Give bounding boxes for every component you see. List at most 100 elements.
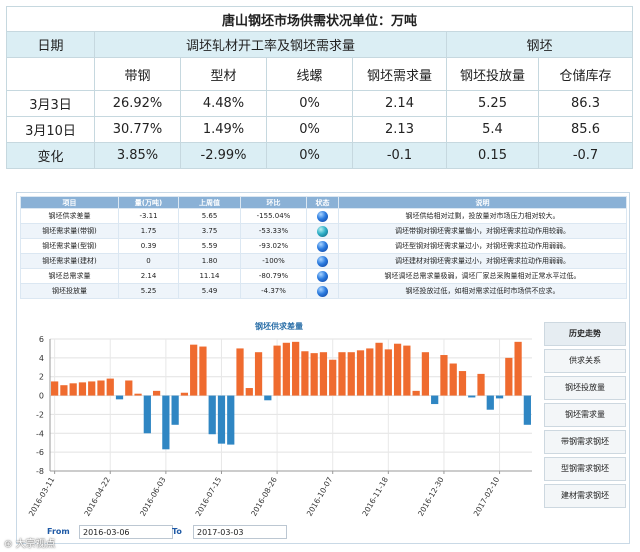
- cell-prev: 1.80: [178, 253, 241, 269]
- x-tick-label: 2016-04-22: [82, 475, 112, 517]
- chart-bar: [310, 353, 318, 396]
- x-tick-label: 2016-03-11: [27, 475, 57, 517]
- col-header-status: 状态: [306, 196, 339, 209]
- cell-qty: 2.14: [118, 268, 179, 284]
- cell: 0%: [266, 90, 353, 117]
- cell: 86.3: [537, 90, 634, 117]
- y-tick-label: 6: [39, 335, 44, 344]
- chart-bar: [366, 348, 374, 396]
- cell-wow: -93.02%: [240, 238, 307, 254]
- chart-bar: [495, 395, 504, 399]
- table-row: 钢坯投放量 5.25 5.49 -4.37% 钢坯投放过低，如相对需求过低时市场…: [20, 283, 627, 299]
- watermark-logo: ⊛ 大宗视点: [4, 539, 56, 550]
- y-tick-label: 2: [39, 373, 44, 382]
- col-header-note: 说明: [338, 196, 627, 209]
- y-tick-label: 0: [39, 392, 44, 401]
- col-header-prev: 上周值: [178, 196, 241, 209]
- chart-bar: [152, 390, 161, 396]
- table-row-change: 变化 3.85% -2.99% 0% -0.1 0.15 -0.7: [6, 142, 634, 169]
- chart-bar: [60, 385, 68, 396]
- table-row: 钢坯需求量(型钢) 0.39 5.59 -93.02% 调坯型钢对钢坯需求量过小…: [20, 238, 627, 254]
- table-title: 唐山钢坯市场供需状况单位：万吨: [5, 6, 634, 32]
- cell-qty: 5.25: [118, 283, 179, 299]
- nav-billet-demand[interactable]: 钢坯需求量: [544, 403, 626, 427]
- chart-bar: [273, 345, 281, 396]
- cell: 2.13: [352, 116, 447, 143]
- cell-status: [306, 268, 339, 284]
- nav-billet-supply[interactable]: 钢坯投放量: [544, 376, 626, 400]
- chart-svg: -8 -6 -4 -2 0 2 4 6 2016-03-11 2016-04-22 2016-06-…: [27, 335, 532, 518]
- table-header-row: 项目 量(万吨) 上周值 环比 状态 说明: [20, 196, 627, 209]
- cell-status: [306, 208, 339, 224]
- y-tick-label: -4: [36, 429, 44, 438]
- x-tick-label: 2016-07-15: [194, 475, 224, 517]
- chart-bar: [78, 382, 87, 396]
- cell-item: 钢坯需求量(建材): [20, 253, 119, 269]
- chart-bar: [431, 395, 439, 405]
- cell-item: 钢坯投放量: [20, 283, 119, 299]
- y-tick-label: -6: [36, 448, 44, 457]
- cell-wow: -4.37%: [240, 283, 307, 299]
- chart-bar: [468, 395, 476, 398]
- chart-bar: [208, 395, 216, 435]
- chart-bar: [486, 395, 494, 410]
- col-header-qty: 量(万吨): [118, 196, 179, 209]
- cell-item: 钢坯需求量(型钢): [20, 238, 119, 254]
- cell: 85.6: [537, 116, 634, 143]
- chart-bar: [514, 341, 522, 396]
- billet-analysis-panel: 项目 量(万吨) 上周值 环比 状态 说明 钢坯供求差量 -3.11 5.65 …: [16, 192, 630, 544]
- x-tick-label: 2016-06-03: [138, 475, 168, 517]
- row-label: 3月3日: [6, 90, 95, 117]
- chart-bar: [106, 378, 114, 396]
- chart-bar: [190, 344, 198, 396]
- chart-bar: [134, 393, 142, 396]
- nav-strip-demand[interactable]: 带钢需求钢坯: [544, 430, 626, 454]
- status-orb-icon: [317, 240, 328, 252]
- table-row: 3月10日 30.77% 1.49% 0% 2.13 5.4 85.6: [6, 116, 634, 143]
- cell: 0%: [266, 116, 353, 143]
- cell: 0.15: [446, 142, 539, 169]
- to-date-input[interactable]: [193, 525, 287, 539]
- cell-prev: 5.49: [178, 283, 241, 299]
- cell: 0%: [266, 142, 353, 169]
- chart-bar: [180, 392, 189, 396]
- chart-bar: [143, 395, 151, 434]
- cell: 5.25: [446, 90, 539, 117]
- cell-qty: 0: [118, 253, 179, 269]
- from-date-input[interactable]: [79, 525, 173, 539]
- cell-note: 钢坯调坯总需求量极弱，调坯厂家总采购量相对正常水平过低。: [338, 268, 627, 284]
- chart-bar: [97, 380, 105, 396]
- cell: 3.85%: [94, 142, 181, 169]
- x-tick-label: 2016-10-07: [305, 475, 335, 517]
- cell-note: 调坯型钢对钢坯需求量过小，对钢坯需求拉动作用弱弱。: [338, 238, 627, 254]
- watermark-text: 大宗视点: [15, 539, 56, 550]
- chart-bar: [458, 371, 467, 396]
- cell-qty: -3.11: [118, 208, 179, 224]
- chart-bar: [115, 395, 124, 400]
- history-trend-nav: 历史走势 供求关系 钢坯投放量 钢坯需求量 带钢需求钢坯 型钢需求钢坯 建材需求…: [544, 322, 626, 511]
- chart-bar: [125, 380, 133, 396]
- x-tick-label: 2017-02-10: [472, 475, 502, 517]
- col-header: 带钢: [94, 57, 181, 91]
- row-label: 3月10日: [6, 116, 95, 143]
- chart-title: 钢坯供求差量: [255, 322, 303, 331]
- cell: 26.92%: [94, 90, 181, 117]
- col-header: 线螺: [266, 57, 353, 91]
- chart-bar: [199, 346, 207, 396]
- chart-bar: [254, 352, 263, 396]
- nav-section-demand[interactable]: 型钢需求钢坯: [544, 457, 626, 481]
- nav-supply-demand[interactable]: 供求关系: [544, 349, 626, 373]
- chart-bar: [440, 355, 448, 396]
- cell-prev: 5.59: [178, 238, 241, 254]
- cell-wow: -155.04%: [240, 208, 307, 224]
- chart-bar: [356, 350, 365, 396]
- table-row: 钢坯需求量(建材) 0 1.80 -100% 调坯建材对钢坯需求量过小，对钢坯需…: [20, 253, 627, 269]
- cell-note: 钢坯投放过低，如相对需求过低时市场供不应求。: [338, 283, 627, 299]
- x-tick-label: 2016-11-18: [360, 475, 390, 517]
- col-header-wow: 环比: [240, 196, 307, 209]
- cell: 1.49%: [180, 116, 267, 143]
- cell: 5.4: [446, 116, 539, 143]
- chart-bar: [375, 342, 383, 396]
- chart-bar: [171, 395, 179, 425]
- nav-construction-demand[interactable]: 建材需求钢坯: [544, 484, 626, 508]
